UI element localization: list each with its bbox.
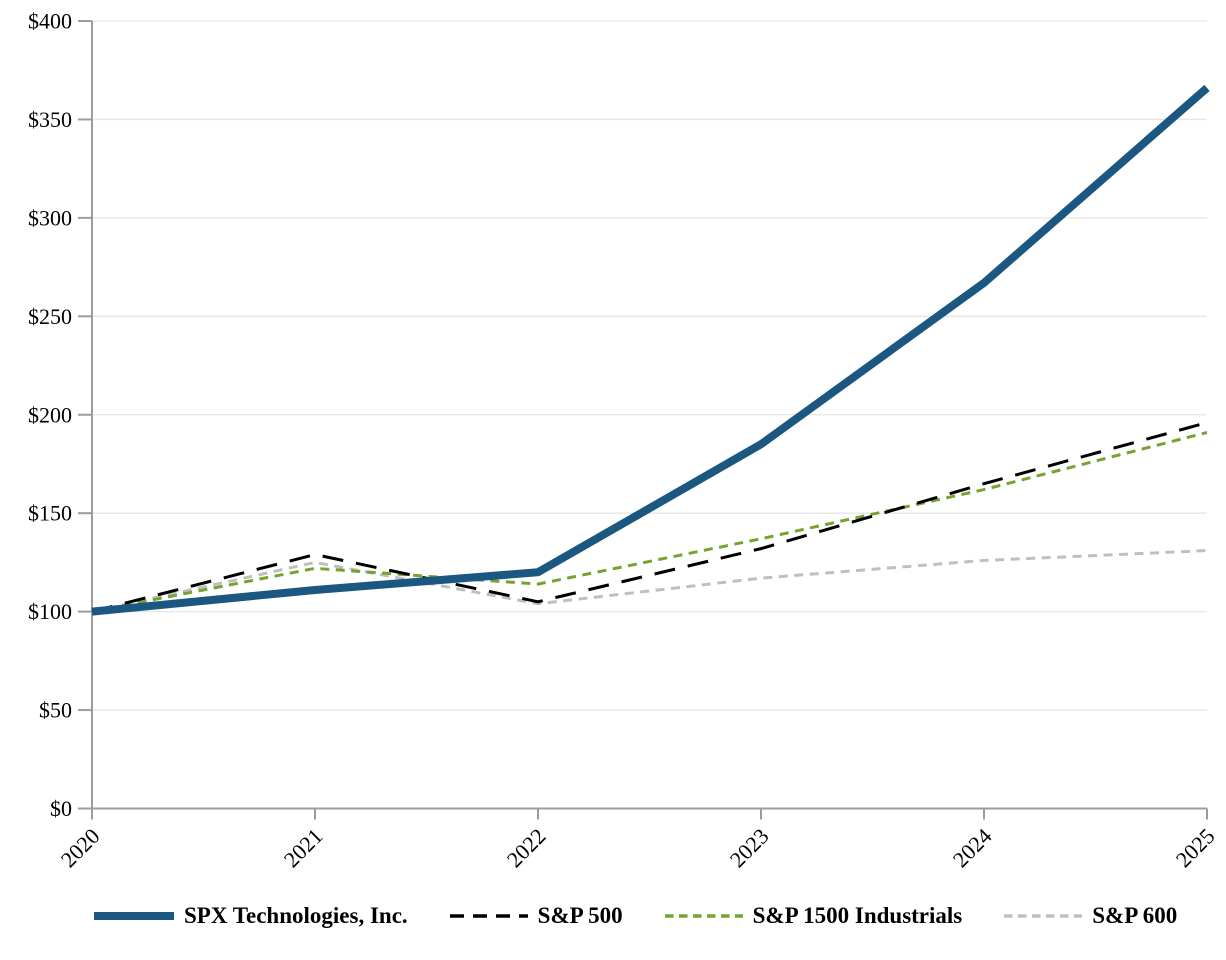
series-line [91,84,1210,616]
series-line [91,431,1208,614]
x-axis-tick-label: 2024 [948,823,997,872]
y-axis-tick-label: $250 [28,304,72,329]
y-axis-tick-label: $50 [39,698,72,723]
y-axis-tick-label: $350 [28,107,72,132]
legend-item-spx-technologies: SPX Technologies, Inc. [93,903,408,929]
y-axis-tick-label: $200 [28,402,72,427]
legend-item-sp1500-industrials: S&P 1500 Industrials [664,903,963,929]
y-axis-tick-label: $150 [28,501,72,526]
series-line [91,549,1208,614]
x-axis-tick-label: 2025 [1171,823,1220,872]
series-line [91,421,1208,614]
y-axis-tick-label: $100 [28,599,72,624]
short-dash-line-swatch-icon [1004,914,1083,918]
y-axis-tick-label: $300 [28,205,72,230]
y-axis-tick-label: $0 [50,796,72,821]
long-dash-line-swatch-icon [449,914,528,918]
legend-label-sp600: S&P 600 [1092,903,1178,928]
x-axis-tick-label: 2021 [279,823,328,872]
x-axis-tick-label: 2020 [56,823,105,872]
legend-label-spx-technologies: SPX Technologies, Inc. [184,903,408,928]
legend-item-sp500: S&P 500 [449,903,623,929]
legend: SPX Technologies, Inc. S&P 500 S&P 1500 … [0,903,1226,929]
legend-label-sp500: S&P 500 [537,903,623,928]
legend-item-sp600: S&P 600 [1003,903,1177,929]
y-axis-tick-label: $400 [28,9,72,34]
short-dash-line-swatch-icon [664,914,743,918]
legend-label-sp1500-industrials: S&P 1500 Industrials [752,903,963,928]
x-axis-tick-label: 2023 [725,823,774,872]
solid-line-swatch-icon [94,912,174,920]
x-axis-tick-label: 2022 [502,823,551,872]
